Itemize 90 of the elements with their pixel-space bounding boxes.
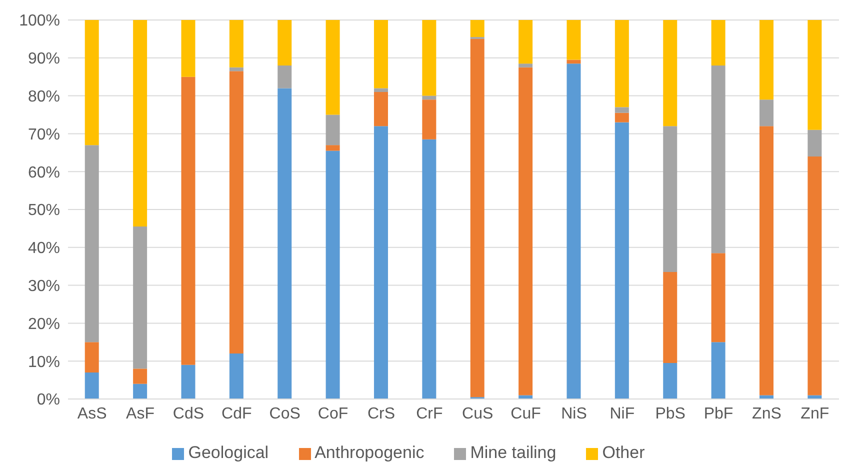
bar: [374, 88, 388, 92]
x-tick-label: CdS: [172, 405, 204, 422]
bar: [422, 100, 436, 140]
x-tick-label: CuS: [462, 405, 494, 422]
bar: [759, 100, 774, 126]
bar: [518, 64, 533, 68]
bar: [229, 67, 244, 72]
bar: [663, 126, 678, 272]
x-tick-label: PbF: [704, 405, 734, 422]
bar: [566, 64, 581, 399]
bar: [133, 20, 148, 227]
bar: [374, 126, 388, 399]
y-tick-label: 70%: [28, 126, 60, 144]
bar: [326, 20, 340, 115]
bar: [808, 395, 822, 399]
bar: [133, 226, 148, 369]
bar: [518, 20, 533, 64]
x-tick-label: CoF: [318, 405, 348, 422]
bar: [422, 139, 436, 399]
bar: [808, 156, 822, 396]
legend-label: Other: [602, 443, 645, 462]
y-tick-label: 50%: [28, 202, 60, 220]
bar: [374, 20, 388, 88]
bar: [759, 395, 774, 399]
bar: [422, 20, 436, 96]
bar: [614, 20, 629, 108]
x-tick-label: CoS: [269, 405, 300, 422]
bar: [566, 20, 581, 60]
bar: [518, 67, 533, 396]
bar: [181, 20, 196, 77]
y-tick-label: 90%: [28, 50, 60, 68]
bar: [663, 20, 678, 126]
bar: [470, 20, 484, 38]
x-tick-label: CdF: [222, 405, 252, 422]
bar: [84, 145, 99, 342]
bar: [759, 126, 774, 396]
bar: [278, 20, 292, 66]
y-tick-label: 10%: [28, 354, 60, 371]
bar: [229, 71, 244, 354]
y-tick-label: 20%: [28, 316, 60, 333]
bar: [711, 65, 726, 254]
bar: [759, 20, 774, 100]
y-tick-label: 80%: [28, 88, 60, 106]
bar: [374, 92, 388, 126]
bar: [84, 342, 99, 372]
legend-label: Anthropogenic: [314, 443, 424, 462]
x-tick-label: PbS: [655, 405, 686, 422]
x-tick-label: CuF: [510, 405, 542, 422]
bar: [278, 88, 292, 399]
bar: [84, 20, 99, 146]
bar: [229, 20, 244, 68]
x-tick-label: NiS: [561, 405, 587, 422]
x-tick-label: AsS: [77, 405, 107, 422]
bar: [614, 112, 629, 122]
x-tick-label: ZnS: [752, 405, 782, 422]
x-tick-label: CrF: [416, 405, 443, 422]
y-tick-label: 40%: [28, 240, 60, 258]
bar: [566, 60, 581, 64]
bar: [326, 145, 340, 151]
bar: [181, 76, 196, 365]
x-tick-label: NiF: [610, 405, 635, 422]
legend-label: Mine tailing: [470, 443, 556, 462]
bar: [422, 96, 436, 100]
bar: [326, 150, 340, 399]
bar: [278, 65, 292, 88]
bar: [84, 372, 99, 399]
bar: [133, 368, 148, 384]
bar: [711, 342, 726, 399]
bar: [133, 384, 148, 399]
bar: [663, 362, 678, 399]
bar: [470, 38, 484, 398]
x-tick-label: CrS: [367, 405, 395, 422]
bar: [808, 130, 822, 156]
bar: [326, 114, 340, 146]
bar: [663, 272, 678, 363]
y-tick-label: 60%: [28, 164, 60, 182]
bar: [808, 20, 822, 130]
bar: [614, 107, 629, 113]
bar: [229, 354, 244, 399]
legend-label: Geological: [188, 443, 269, 462]
bar: [518, 395, 533, 399]
y-tick-label: 30%: [28, 278, 60, 295]
y-tick-label: 100%: [19, 12, 60, 30]
bar: [711, 253, 726, 342]
x-tick-label: AsF: [126, 405, 155, 422]
y-tick-label: 0%: [36, 392, 60, 409]
bar: [181, 364, 196, 399]
x-tick-label: ZnF: [800, 405, 830, 422]
bar: [614, 122, 629, 399]
bar: [711, 20, 726, 66]
